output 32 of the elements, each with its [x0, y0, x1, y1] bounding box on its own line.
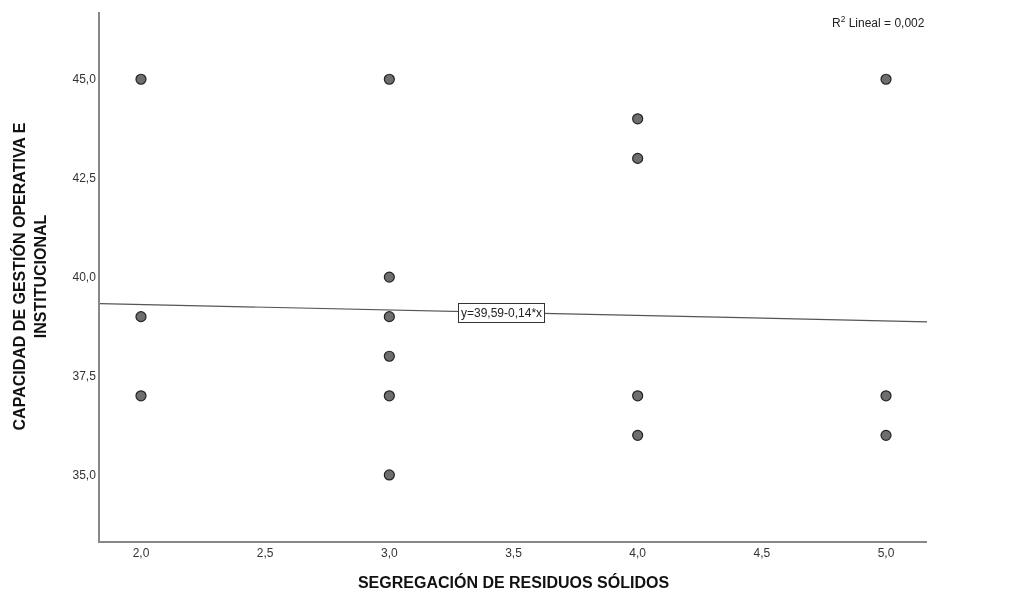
x-tick-label: 4,5: [753, 546, 771, 561]
x-tick-label: 2,0: [132, 546, 150, 561]
x-tick-label: 3,5: [505, 546, 523, 561]
point: [383, 311, 395, 323]
x-tick-label: 2,5: [256, 546, 274, 561]
point: [880, 390, 892, 402]
y-axis-title: CAPACIDAD DE GESTIÓN OPERATIVA E INSTITUCIONAL: [10, 122, 49, 431]
point: [880, 429, 892, 441]
x-tick-label: 3,0: [380, 546, 398, 561]
annotation: R$^{2}$ Lineal = 0,002: [832, 14, 925, 31]
x-axis-title: SEGREGACIÓN DE RESIDUOS SÓLIDOS: [357, 573, 670, 592]
point: [632, 390, 644, 402]
x-tick-label: 5,0: [877, 546, 895, 561]
y-tick-label: 35,0: [72, 468, 97, 483]
point: [135, 390, 147, 402]
point: [632, 152, 644, 164]
point: [383, 350, 395, 362]
y-tick-label: 42,5: [72, 171, 97, 186]
x-tick-label: 4,0: [629, 546, 647, 561]
point: [135, 311, 147, 323]
point: [383, 271, 395, 283]
point: [880, 73, 892, 85]
annotation: y=39,59-0,14*x: [461, 306, 543, 320]
point: [632, 429, 644, 441]
point: [383, 73, 395, 85]
point: [135, 73, 147, 85]
y-tick-label: 40,0: [72, 270, 97, 285]
point: [632, 113, 644, 125]
y-tick-label: 37,5: [72, 369, 97, 384]
y-tick-label: 45,0: [72, 72, 97, 87]
point: [383, 390, 395, 402]
point: [383, 469, 395, 481]
